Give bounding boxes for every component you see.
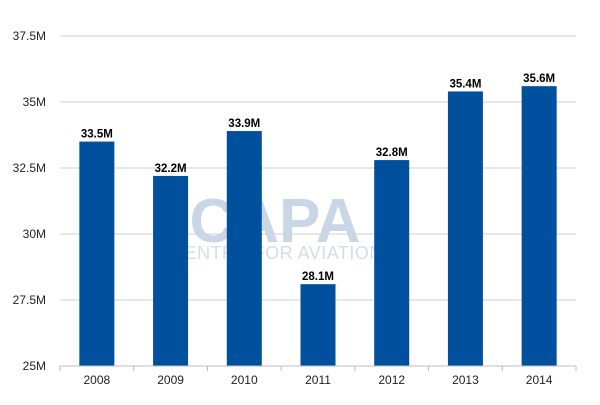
- x-tick-label: 2014: [526, 373, 553, 387]
- x-tick-label: 2013: [452, 373, 479, 387]
- y-tick-label: 30M: [23, 227, 46, 241]
- y-tick-label: 27.5M: [13, 293, 46, 307]
- bars: [79, 86, 557, 366]
- bar-value-label: 35.4M: [449, 78, 481, 90]
- bar: [153, 175, 189, 366]
- x-tick-label: 2012: [378, 373, 405, 387]
- bar-value-label: 32.8M: [376, 147, 408, 159]
- bar: [79, 141, 115, 366]
- bar-value-label: 35.6M: [523, 73, 555, 85]
- gridlines: [60, 35, 576, 301]
- watermark-subtitle: CENTRE FOR AVIATION: [171, 243, 383, 263]
- axes: 25M 27.5M 30M 32.5M 35M 37.5M 2008 2009 2010 2011…: [13, 29, 577, 387]
- bar: [300, 284, 336, 366]
- bar-value-label: 28.1M: [302, 271, 334, 283]
- y-tick-label: 37.5M: [13, 29, 46, 43]
- y-tick-label: 32.5M: [13, 161, 46, 175]
- x-tick-label: 2009: [157, 373, 184, 387]
- bar: [374, 160, 410, 366]
- bar: [447, 91, 483, 366]
- bar: [521, 86, 557, 366]
- x-tick-label: 2011: [305, 373, 331, 387]
- y-tick-label: 25M: [23, 359, 46, 373]
- bar-value-label: 33.5M: [81, 129, 113, 141]
- bar-value-label: 32.2M: [155, 163, 187, 175]
- capa-watermark: CAPA CENTRE FOR AVIATION: [171, 187, 383, 263]
- bar: [226, 131, 262, 366]
- data-labels: 33.5M 32.2M 33.9M 28.1M 32.8M 35.4M 35.6M: [81, 73, 555, 283]
- bar-value-label: 33.9M: [228, 118, 260, 130]
- watermark-logo-text: CAPA: [189, 187, 360, 256]
- x-tick-label: 2010: [231, 373, 258, 387]
- x-tick-label: 2008: [84, 373, 111, 387]
- y-tick-label: 35M: [23, 95, 46, 109]
